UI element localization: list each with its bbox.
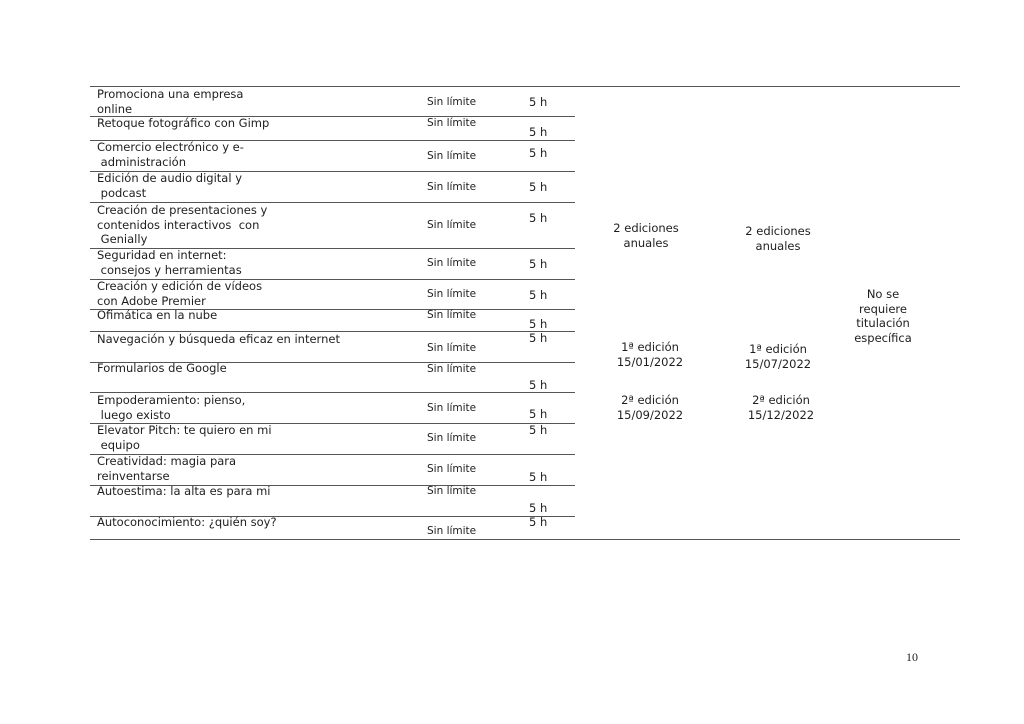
course-hours: 5 h — [529, 125, 548, 139]
row-divider — [90, 171, 575, 172]
course-name: Autoconocimiento: ¿quién soy? — [97, 515, 277, 529]
row-divider — [90, 248, 575, 249]
course-duration: Sin límite — [427, 342, 477, 354]
row-divider — [90, 454, 575, 455]
course-name: Autoestima: la alta es para mi — [97, 484, 271, 498]
course-duration: Sin límite — [427, 257, 477, 269]
requirement-text: No se requiere titulación específica — [854, 287, 912, 345]
course-duration: Sin límite — [427, 288, 477, 300]
row-divider — [90, 516, 575, 517]
row-divider — [90, 423, 575, 424]
col5-edition1: 1ª edición 15/07/2022 — [744, 342, 812, 371]
table-bottom-border — [90, 539, 960, 540]
course-duration: Sin límite — [427, 485, 477, 497]
course-name: Creación y edición de vídeos con Adobe P… — [97, 279, 263, 308]
row-divider — [90, 392, 575, 393]
course-name: Promociona una empresa online — [97, 87, 244, 116]
course-hours: 5 h — [529, 501, 548, 515]
row-divider — [90, 485, 575, 486]
course-name: Seguridad en internet: consejos y herram… — [97, 248, 242, 277]
course-duration: Sin límite — [427, 463, 477, 475]
course-duration: Sin límite — [427, 309, 477, 321]
row-divider — [90, 116, 575, 117]
page-number: 10 — [906, 650, 918, 664]
col5-edition2: 2ª edición 15/12/2022 — [747, 393, 815, 422]
course-hours: 5 h — [529, 257, 548, 271]
col5-frequency: 2 ediciones anuales — [745, 224, 811, 253]
course-name: Creación de presentaciones y contenidos … — [97, 203, 268, 246]
course-duration: Sin límite — [427, 181, 477, 193]
col4-frequency: 2 ediciones anuales — [613, 221, 679, 250]
course-hours: 5 h — [529, 146, 548, 160]
course-name: Formularios de Google — [97, 361, 227, 375]
course-name: Comercio electrónico y e- administración — [97, 140, 244, 169]
course-name: Empoderamiento: pienso, luego existo — [97, 393, 246, 422]
row-divider — [90, 279, 575, 280]
course-duration: Sin límite — [427, 432, 477, 444]
course-hours: 5 h — [529, 180, 548, 194]
course-hours: 5 h — [529, 515, 548, 529]
course-name: Ofimática en la nube — [97, 308, 218, 322]
course-hours: 5 h — [529, 470, 548, 484]
row-divider — [90, 309, 575, 310]
course-hours: 5 h — [529, 211, 548, 225]
course-hours: 5 h — [529, 423, 548, 437]
course-hours: 5 h — [529, 317, 548, 331]
course-duration: Sin límite — [427, 219, 477, 231]
course-name: Elevator Pitch: te quiero en mi equipo — [97, 423, 272, 452]
course-name: Creatividad: magia para reinventarse — [97, 454, 237, 483]
row-divider — [90, 202, 575, 203]
course-hours: 5 h — [529, 378, 548, 392]
row-divider — [90, 140, 575, 141]
course-duration: Sin límite — [427, 150, 477, 162]
course-hours: 5 h — [529, 407, 548, 421]
course-hours: 5 h — [529, 331, 548, 345]
table-top-border — [90, 86, 960, 87]
col4-edition2: 2ª edición 15/09/2022 — [616, 393, 684, 422]
course-hours: 5 h — [529, 288, 548, 302]
row-divider — [90, 331, 575, 332]
course-hours: 5 h — [529, 95, 548, 109]
course-duration: Sin límite — [427, 96, 477, 108]
course-duration: Sin límite — [427, 402, 477, 414]
course-name: Edición de audio digital y podcast — [97, 171, 243, 200]
course-name: Retoque fotográfico con Gimp — [97, 116, 270, 130]
course-duration: Sin límite — [427, 363, 477, 375]
row-divider — [90, 362, 575, 363]
course-duration: Sin límite — [427, 525, 477, 537]
course-duration: Sin límite — [427, 117, 477, 129]
course-name: Navegación y búsqueda eficaz en internet — [97, 332, 340, 346]
col4-edition1: 1ª edición 15/01/2022 — [616, 340, 684, 369]
